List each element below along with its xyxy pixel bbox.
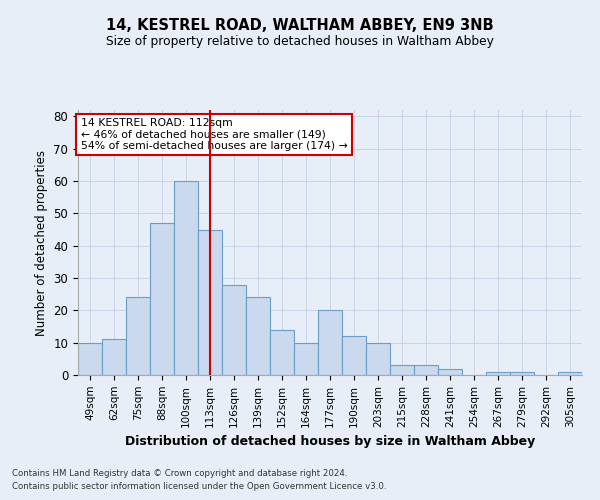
Bar [270, 330, 294, 375]
Bar [558, 372, 582, 375]
Text: Contains public sector information licensed under the Open Government Licence v3: Contains public sector information licen… [12, 482, 386, 491]
Bar [414, 366, 438, 375]
Bar [150, 223, 174, 375]
Text: 14 KESTREL ROAD: 112sqm
← 46% of detached houses are smaller (149)
54% of semi-d: 14 KESTREL ROAD: 112sqm ← 46% of detache… [80, 118, 347, 151]
Bar [318, 310, 342, 375]
Bar [366, 342, 390, 375]
Bar [390, 366, 414, 375]
Text: Size of property relative to detached houses in Waltham Abbey: Size of property relative to detached ho… [106, 35, 494, 48]
Bar [222, 284, 246, 375]
X-axis label: Distribution of detached houses by size in Waltham Abbey: Distribution of detached houses by size … [125, 435, 535, 448]
Y-axis label: Number of detached properties: Number of detached properties [35, 150, 48, 336]
Bar [510, 372, 534, 375]
Bar [246, 298, 270, 375]
Bar [486, 372, 510, 375]
Bar [102, 340, 126, 375]
Bar [78, 342, 102, 375]
Text: 14, KESTREL ROAD, WALTHAM ABBEY, EN9 3NB: 14, KESTREL ROAD, WALTHAM ABBEY, EN9 3NB [106, 18, 494, 32]
Bar [174, 181, 198, 375]
Bar [126, 298, 150, 375]
Bar [342, 336, 366, 375]
Bar [294, 342, 318, 375]
Bar [438, 368, 462, 375]
Text: Contains HM Land Registry data © Crown copyright and database right 2024.: Contains HM Land Registry data © Crown c… [12, 468, 347, 477]
Bar [198, 230, 222, 375]
